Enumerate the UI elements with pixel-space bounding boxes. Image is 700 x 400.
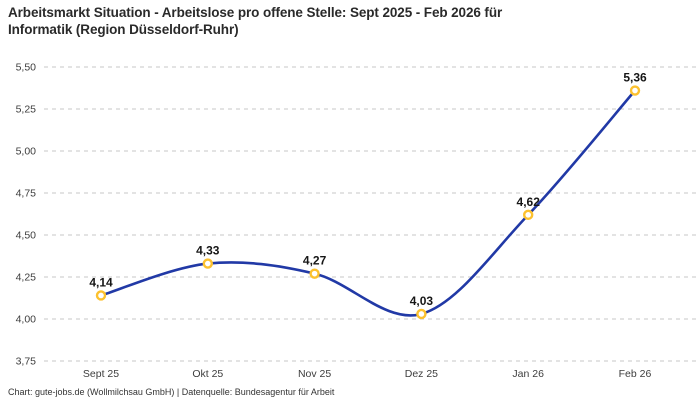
y-tick-label: 4,75 — [16, 188, 37, 200]
data-point-value-label: 4,14 — [89, 275, 113, 289]
data-point-marker — [629, 85, 641, 96]
chart-title: Arbeitsmarkt Situation - Arbeitslose pro… — [8, 4, 692, 38]
y-tick-label: 4,00 — [16, 314, 37, 326]
chart-attribution: Chart: gute-jobs.de (Wollmilchsau GmbH) … — [8, 387, 335, 397]
y-tick-label: 5,50 — [16, 62, 37, 74]
y-tick-label: 4,50 — [16, 230, 37, 242]
x-tick-label: Dez 25 — [405, 368, 438, 380]
data-point-value-label: 4,03 — [410, 294, 434, 308]
x-tick-label: Nov 25 — [298, 368, 331, 380]
y-tick-label: 5,25 — [16, 104, 37, 116]
data-point-value-label: 5,36 — [623, 71, 647, 85]
chart-title-line-1: Arbeitsmarkt Situation - Arbeitslose pro… — [8, 5, 503, 20]
y-tick-label: 5,00 — [16, 146, 37, 158]
y-tick-label: 4,25 — [16, 272, 37, 284]
data-point-value-label: 4,27 — [303, 254, 327, 268]
x-tick-label: Jan 26 — [512, 368, 544, 380]
data-point-value-label: 4,62 — [517, 195, 541, 209]
x-tick-label: Feb 26 — [619, 368, 652, 380]
y-tick-label: 3,75 — [16, 356, 37, 368]
trend-line — [99, 89, 637, 317]
x-tick-label: Sept 25 — [83, 368, 119, 380]
data-point-value-label: 4,33 — [196, 244, 220, 258]
data-point-marker — [309, 268, 320, 279]
data-point-marker — [202, 258, 214, 269]
chart-title-line-2: Informatik (Region Düsseldorf-Ruhr) — [8, 22, 239, 37]
x-tick-label: Okt 25 — [192, 368, 223, 380]
data-point-marker — [523, 209, 534, 221]
data-point-marker — [416, 308, 427, 320]
data-point-marker — [95, 290, 107, 301]
